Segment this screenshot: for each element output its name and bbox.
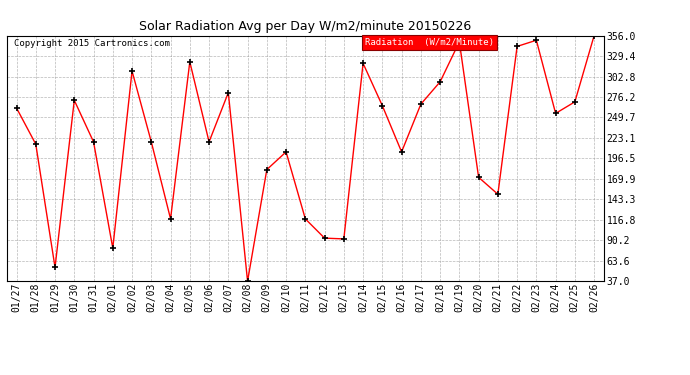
Text: Radiation  (W/m2/Minute): Radiation (W/m2/Minute) [365, 38, 494, 47]
Title: Solar Radiation Avg per Day W/m2/minute 20150226: Solar Radiation Avg per Day W/m2/minute … [139, 20, 471, 33]
Text: Copyright 2015 Cartronics.com: Copyright 2015 Cartronics.com [14, 39, 170, 48]
